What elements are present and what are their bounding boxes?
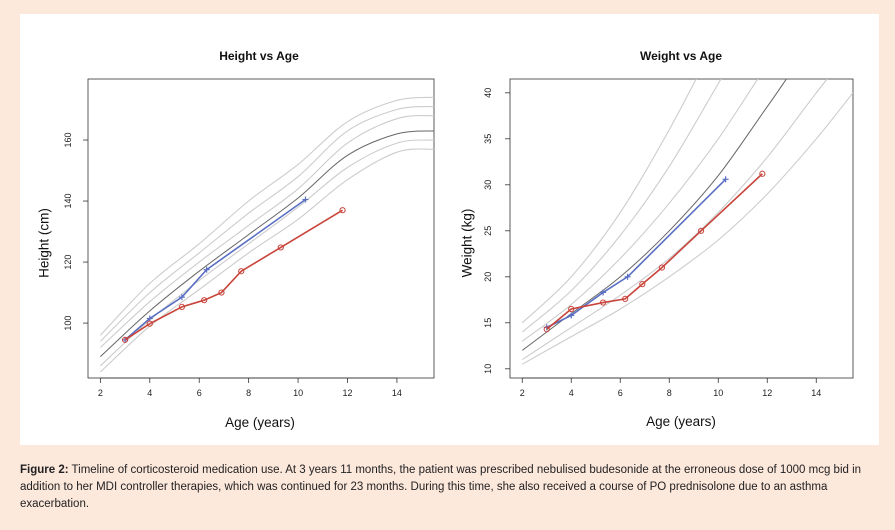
y-tick-label: 10	[483, 364, 493, 374]
data-point	[218, 289, 225, 296]
data-point	[759, 170, 766, 177]
data-point	[203, 266, 210, 273]
growth-charts: 2 4 6 8 10 12 14 100 120 140 160 Height vs Age Age (…	[37, 49, 854, 430]
reference-curve	[521, 79, 759, 342]
x-tick-label: 4	[569, 388, 574, 398]
reference-curve	[99, 96, 434, 336]
x-tick-label: 8	[667, 388, 672, 398]
series-line	[546, 178, 727, 329]
x-tick-label: 6	[618, 388, 623, 398]
reference-curve	[100, 148, 434, 373]
data-point	[698, 227, 705, 234]
y-tick-label: 140	[63, 194, 73, 209]
caption-text: Timeline of corticosteroid medication us…	[20, 464, 862, 510]
data-point	[624, 273, 631, 280]
reference-curve	[521, 79, 722, 333]
data-point	[639, 281, 646, 288]
data-point	[600, 289, 607, 296]
y-tick-label: 120	[63, 255, 73, 270]
y-tick-label: 35	[483, 134, 493, 144]
series-blue	[543, 176, 729, 331]
x-tick-label: 10	[293, 388, 303, 398]
chart-height: 2 4 6 8 10 12 14 100 120 140 160 Height vs Age Age (…	[37, 49, 435, 430]
figure-caption: Figure 2: Timeline of corticosteroid med…	[20, 462, 878, 513]
data-point	[622, 295, 629, 302]
data-point	[178, 294, 185, 301]
x-tick-label: 2	[98, 388, 103, 398]
y-tick-label: 100	[63, 316, 73, 331]
reference-curve	[522, 92, 853, 365]
data-point	[146, 315, 153, 322]
reference-curve	[100, 139, 434, 367]
y-tick-label: 15	[483, 318, 493, 328]
x-tick-label: 8	[246, 388, 251, 398]
chart-weight: 2 4 6 8 10 12 14 10 15 20 25 30 35 40 Weight vs Age Age…	[460, 49, 854, 429]
data-point	[339, 207, 346, 214]
data-point	[121, 336, 129, 343]
reference-curves	[99, 96, 434, 373]
data-point	[658, 264, 666, 271]
data-point	[302, 196, 309, 203]
reference-curve	[100, 130, 434, 357]
figure-panel: 2 4 6 8 10 12 14 100 120 140 160 Height vs Age Age (…	[20, 14, 879, 445]
reference-curves	[521, 79, 853, 365]
x-axis-label: Age (years)	[225, 415, 295, 430]
data-point	[722, 176, 729, 183]
x-tick-label: 10	[713, 388, 723, 398]
chart-title: Weight vs Age	[640, 49, 722, 63]
data-point	[146, 320, 153, 327]
y-tick-label: 20	[483, 272, 493, 282]
reference-curve	[100, 105, 434, 342]
caption-label: Figure 2:	[20, 464, 69, 476]
x-tick-label: 12	[762, 388, 772, 398]
x-tick-label: 12	[342, 388, 352, 398]
reference-curve	[521, 79, 788, 351]
x-tick-label: 14	[392, 388, 402, 398]
data-point	[568, 305, 575, 313]
y-axis-label: Weight (kg)	[460, 209, 475, 278]
reference-curve	[100, 115, 434, 348]
plot-frame	[509, 78, 854, 379]
series-line	[124, 209, 343, 341]
x-tick-label: 4	[147, 388, 152, 398]
data-point	[543, 326, 550, 333]
y-tick-label: 160	[63, 133, 73, 148]
data-point	[568, 312, 575, 319]
reference-curve	[521, 79, 697, 324]
reference-curve	[521, 79, 828, 361]
x-tick-label: 6	[197, 388, 202, 398]
x-tick-label: 14	[811, 388, 821, 398]
series-red	[543, 170, 766, 333]
x-axis-label: Age (years)	[646, 414, 716, 429]
y-axis-label: Height (cm)	[37, 208, 52, 278]
data-point	[277, 244, 284, 251]
series-blue	[122, 196, 309, 343]
data-point	[201, 297, 208, 304]
data-point	[238, 268, 245, 275]
series-red	[121, 207, 346, 343]
data-point	[178, 303, 186, 311]
y-tick-label: 40	[483, 88, 493, 98]
data-point	[600, 299, 607, 306]
y-tick-label: 30	[483, 180, 493, 190]
y-tick-label: 25	[483, 226, 493, 236]
series-line	[546, 173, 763, 330]
chart-title: Height vs Age	[219, 49, 299, 63]
x-tick-label: 2	[520, 388, 525, 398]
